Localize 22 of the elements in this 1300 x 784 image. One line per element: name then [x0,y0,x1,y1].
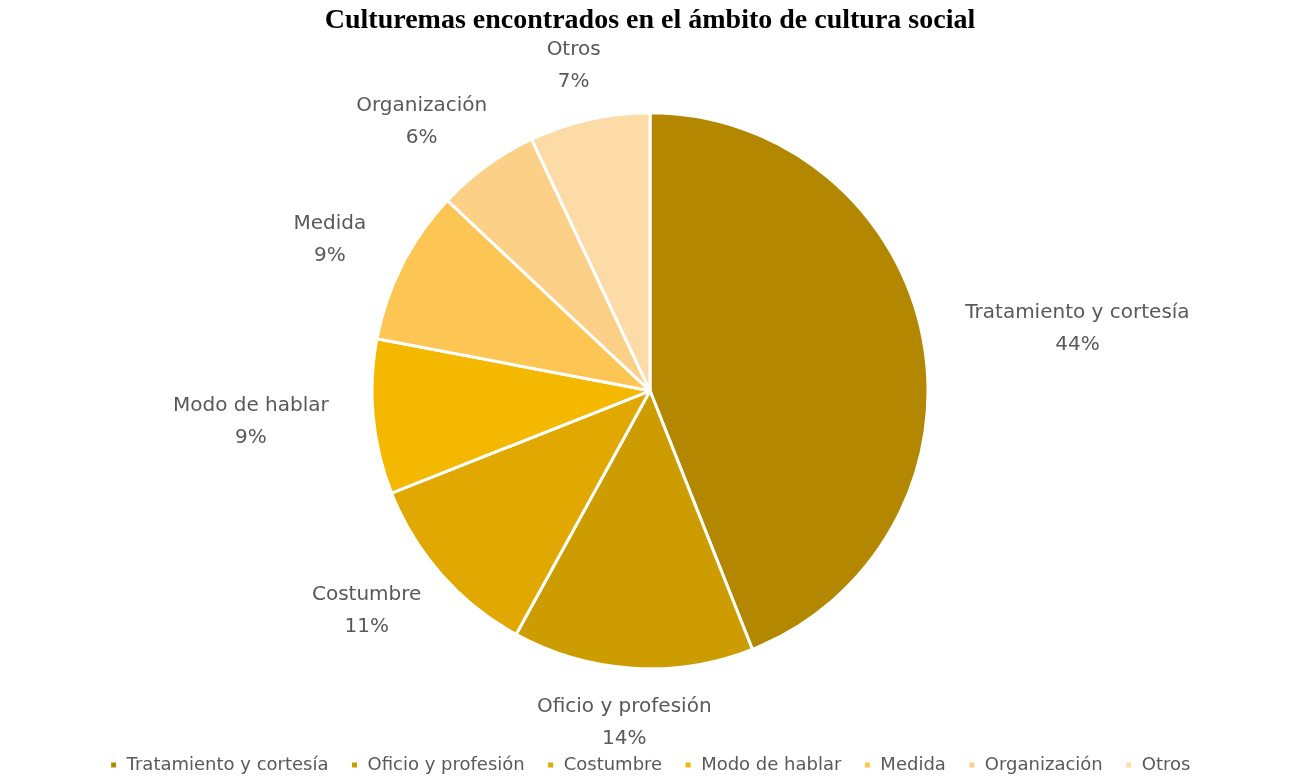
data-label: 44% [1055,330,1100,355]
legend-label: Costumbre [563,752,663,774]
data-label: 7% [557,68,590,93]
data-label: 11% [344,613,389,638]
slice-label: Medida [293,209,367,234]
legend-label: Medida [880,752,946,774]
data-label: 14% [602,725,647,750]
slice-label: Tratamiento y cortesía [964,298,1190,323]
slice-label: Modo de hablar [172,392,330,417]
legend-label: Modo de hablar [701,752,842,774]
legend-label: Oficio y profesión [367,752,525,774]
data-label: 9% [313,241,346,266]
chart-title: Culturemas encontrados en el ámbito de cultura social [324,3,976,35]
data-label: 9% [235,424,267,449]
slice-label: Organización [356,91,488,116]
data-label: 6% [405,123,438,148]
legend-label: Organización [984,752,1103,774]
legend-label: Otros [1141,752,1191,774]
legend-label: Tratamiento y cortesía [125,752,329,774]
slice-label: Costumbre [311,581,422,606]
slice-label: Oficio y profesión [536,693,712,718]
slice-label: Otros [546,36,601,61]
